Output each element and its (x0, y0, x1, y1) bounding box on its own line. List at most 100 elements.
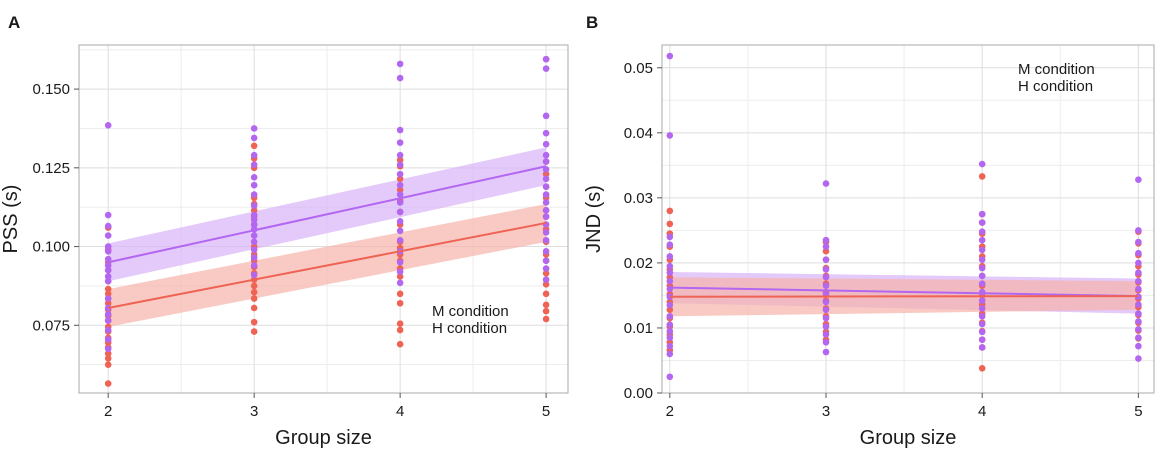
m-data-point (666, 132, 674, 139)
h-data-point (542, 307, 550, 315)
m-data-point (1135, 238, 1142, 246)
m-data-point (822, 236, 830, 244)
x-tick-label: 2 (666, 403, 674, 420)
m-data-point (1135, 318, 1142, 325)
m-data-point (1135, 301, 1142, 308)
h-data-point (104, 285, 112, 293)
m-data-point (542, 191, 550, 198)
m-fit-line (107, 165, 547, 264)
m-data-point (822, 314, 830, 322)
m-data-point (542, 65, 550, 72)
legend-entry-h: H condition (432, 320, 507, 337)
m-data-point (542, 183, 550, 191)
h-data-point (250, 304, 258, 312)
m-data-point (666, 373, 674, 381)
x-tick-label: 4 (978, 403, 986, 420)
m-data-point (250, 151, 258, 159)
h-data-point (396, 299, 404, 307)
m-data-point (542, 207, 550, 214)
m-data-point (1135, 227, 1142, 234)
m-data-point (104, 255, 112, 263)
m-data-point (104, 295, 112, 302)
m-data-point (250, 173, 258, 181)
x-tick-label: 5 (542, 403, 550, 420)
m-data-point (1135, 342, 1142, 350)
m-data-point (978, 256, 986, 263)
m-data-point (104, 247, 112, 255)
m-data-point (250, 191, 258, 198)
m-data-point (104, 273, 112, 280)
m-data-point (250, 216, 258, 224)
y-tick-label: 0.05 (624, 60, 653, 77)
y-tick-label: 0.150 (32, 81, 70, 98)
h-data-point (396, 320, 404, 328)
m-data-point (104, 266, 112, 274)
m-data-point (542, 236, 550, 244)
legend-entry-m: M condition (432, 303, 509, 320)
h-data-point (666, 207, 674, 215)
h-data-point (104, 355, 112, 362)
m-data-point (978, 210, 986, 218)
m-data-point (250, 254, 258, 261)
h-data-point (250, 142, 258, 150)
m-data-point (250, 221, 258, 228)
m-data-point (666, 233, 674, 241)
h-data-point (542, 290, 550, 298)
m-data-point (104, 336, 112, 343)
h-data-point (396, 156, 404, 164)
m-data-point (396, 236, 404, 244)
m-data-point (666, 52, 674, 60)
x-axis-title: Group size (860, 427, 957, 449)
m-data-point (978, 297, 986, 304)
h-data-point (396, 290, 404, 298)
m-data-point (542, 247, 550, 255)
m-data-point (978, 305, 986, 312)
m-data-point (104, 222, 112, 230)
m-data-point (104, 232, 112, 239)
m-data-point (978, 264, 986, 272)
m-data-point (396, 227, 404, 235)
m-data-point (542, 55, 550, 63)
m-data-point (250, 125, 258, 132)
m-data-point (104, 262, 112, 269)
h-data-point (396, 340, 404, 348)
m-data-point (250, 232, 258, 239)
m-data-point (1135, 325, 1142, 333)
m-data-point (250, 134, 258, 142)
m-data-point (542, 151, 550, 159)
m-data-point (542, 129, 550, 137)
m-data-point (396, 151, 404, 159)
h-data-point (396, 273, 404, 280)
m-data-point (1135, 249, 1142, 257)
m-data-point (1135, 355, 1142, 362)
m-data-point (978, 328, 986, 336)
m-data-point (1135, 176, 1142, 183)
h-data-point (250, 328, 258, 335)
panel-label: B (586, 13, 598, 32)
m-data-point (666, 269, 674, 276)
m-data-point (396, 170, 404, 178)
h-data-point (542, 281, 550, 288)
h-data-point (978, 364, 986, 372)
m-data-point (822, 266, 830, 273)
m-data-point (978, 312, 986, 320)
panel-label: A (8, 13, 20, 32)
m-data-point (396, 126, 404, 134)
m-data-point (666, 321, 674, 329)
m-data-point (822, 306, 830, 314)
m-data-point (250, 262, 258, 269)
m-data-point (822, 256, 830, 263)
y-tick-label: 0.04 (624, 125, 653, 142)
m-data-point (978, 219, 986, 226)
m-data-point (666, 350, 674, 358)
h-data-point (542, 315, 550, 323)
m-data-point (542, 199, 550, 206)
m-data-point (396, 74, 404, 82)
m-data-point (978, 288, 986, 296)
m-data-point (542, 166, 550, 173)
m-data-point (822, 298, 830, 306)
m-data-point (104, 326, 112, 334)
h-data-point (250, 207, 258, 214)
y-tick-label: 0.03 (624, 190, 653, 207)
